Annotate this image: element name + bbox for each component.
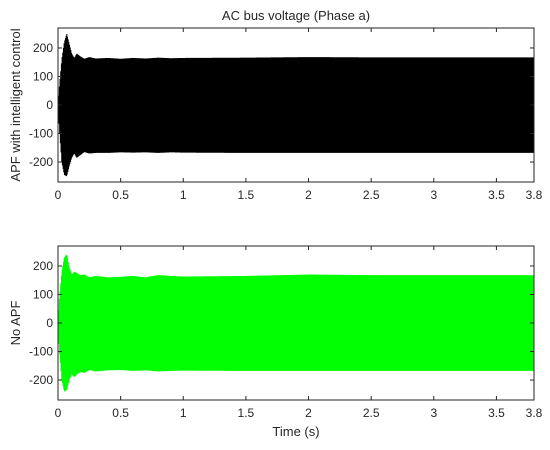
x-tick-label: 3.8 <box>526 406 543 420</box>
x-tick-label: 3.5 <box>488 406 505 420</box>
x-tick-label: 1.5 <box>238 188 255 202</box>
x-tick-label: 1.5 <box>238 406 255 420</box>
y-tick-label: 100 <box>33 69 53 83</box>
y-tick-label: -200 <box>29 155 53 169</box>
y-axis-label: No APF <box>8 301 23 346</box>
x-tick-label: 1 <box>180 188 187 202</box>
y-tick-label: 100 <box>33 287 53 301</box>
y-tick-label: 0 <box>46 316 53 330</box>
x-tick-label: 3 <box>430 406 437 420</box>
x-tick-label: 0.5 <box>112 406 129 420</box>
y-tick-label: -100 <box>29 345 53 359</box>
x-tick-label: 2 <box>305 188 312 202</box>
x-tick-label: 1 <box>180 406 187 420</box>
y-tick-label: 0 <box>46 98 53 112</box>
subplot-2: 0 0.5 1 1.5 2 2.5 3 3.5 3.8 200 100 0 -100 -200 Time (… <box>8 245 543 439</box>
x-tick-label: 2 <box>305 406 312 420</box>
chart-title: AC bus voltage (Phase a) <box>222 8 370 23</box>
signal-series-1 <box>58 33 534 177</box>
y-axis-label: APF with intelligent control <box>8 28 23 181</box>
x-tick-label: 3.5 <box>488 188 505 202</box>
x-tick-label: 0 <box>55 188 62 202</box>
x-axis-label: Time (s) <box>272 424 319 439</box>
signal-series-2 <box>58 254 534 392</box>
y-tick-label: 200 <box>33 41 53 55</box>
x-tick-label: 3 <box>430 188 437 202</box>
y-tick-label: 200 <box>33 259 53 273</box>
x-tick-label: 0 <box>55 406 62 420</box>
x-tick-label: 2.5 <box>363 406 380 420</box>
x-tick-label: 0.5 <box>112 188 129 202</box>
y-tick-label: -100 <box>29 127 53 141</box>
y-tick-label: -200 <box>29 373 53 387</box>
subplot-1: 0 0.5 1 1.5 2 2.5 3 3.5 3.8 200 100 0 -100 -200 AC bus… <box>8 8 543 202</box>
x-tick-label: 3.8 <box>526 188 543 202</box>
x-tick-label: 2.5 <box>363 188 380 202</box>
